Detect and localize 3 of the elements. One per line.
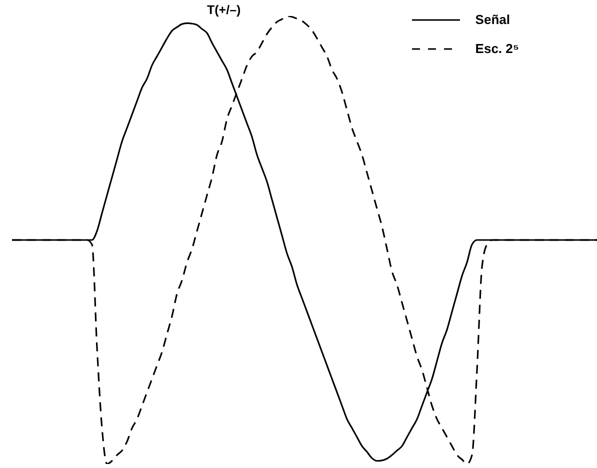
legend-label: Esc. 2⁵: [475, 41, 519, 56]
annotation: T(+/–): [207, 3, 241, 18]
legend-label: Señal: [475, 12, 510, 27]
